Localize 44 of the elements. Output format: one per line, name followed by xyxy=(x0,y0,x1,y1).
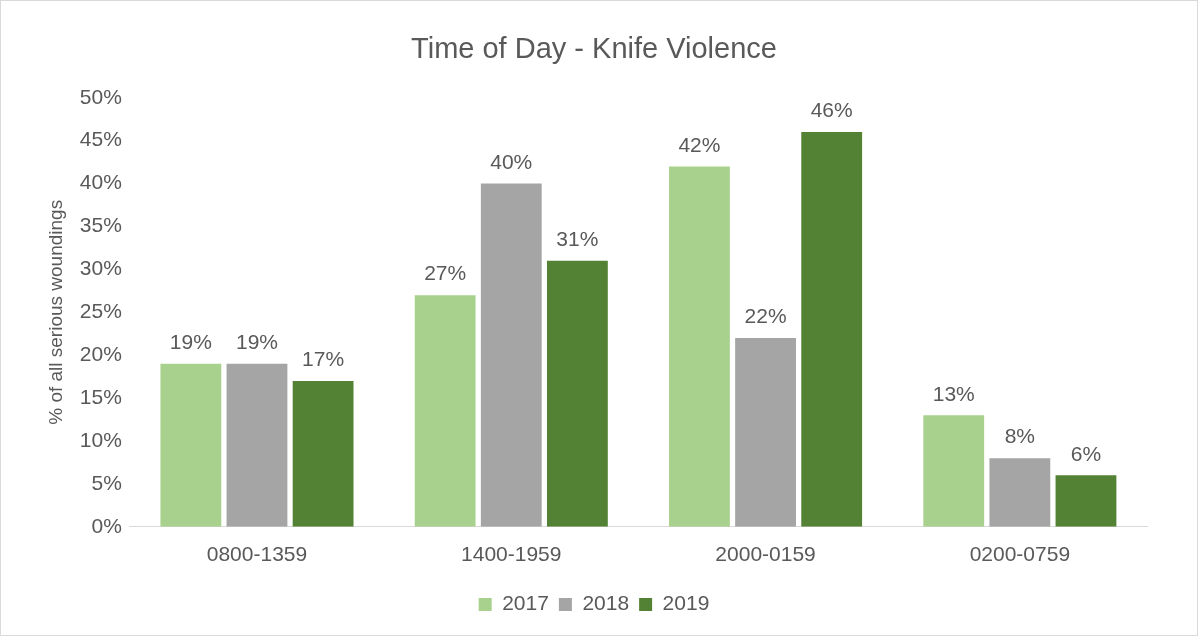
bar xyxy=(546,260,608,527)
y-tick-label: 50% xyxy=(79,84,122,108)
bar xyxy=(414,295,476,527)
data-label: 8% xyxy=(1004,424,1036,448)
legend-label: 2017 xyxy=(502,591,549,615)
data-label: 27% xyxy=(424,261,467,285)
bar xyxy=(669,166,730,527)
data-label: 40% xyxy=(490,149,533,173)
bar xyxy=(1055,475,1117,527)
legend-label: 2018 xyxy=(582,591,630,615)
bar xyxy=(292,380,354,527)
bar xyxy=(226,363,288,527)
data-label: 19% xyxy=(169,330,212,354)
bar xyxy=(480,183,542,527)
data-label: 17% xyxy=(302,347,345,371)
y-tick-label: 15% xyxy=(79,384,122,408)
bar xyxy=(160,363,222,527)
data-label: 42% xyxy=(678,132,721,156)
y-tick-label: 0% xyxy=(91,513,122,537)
legend-label: 2019 xyxy=(662,591,710,615)
data-label: 13% xyxy=(932,381,975,405)
data-label: 6% xyxy=(1070,441,1102,465)
bar xyxy=(735,338,796,527)
bar xyxy=(801,132,863,527)
data-label: 31% xyxy=(556,227,599,251)
x-tick-label: 1400-1959 xyxy=(461,542,562,566)
data-label: 22% xyxy=(744,304,787,328)
y-tick-label: 5% xyxy=(91,470,122,494)
y-tick-label: 25% xyxy=(79,299,122,323)
y-tick-label: 35% xyxy=(79,213,122,237)
y-tick-label: 10% xyxy=(79,427,122,451)
y-tick-label: 20% xyxy=(79,342,122,365)
x-tick-label: 0200-0759 xyxy=(969,542,1071,566)
y-axis-title: % of all serious woundings xyxy=(44,199,66,425)
y-tick-label: 40% xyxy=(79,170,122,194)
data-label: 46% xyxy=(810,98,853,122)
x-tick-label: 2000-0159 xyxy=(715,542,816,566)
bar xyxy=(989,458,1051,527)
y-tick-label: 30% xyxy=(79,256,122,280)
bar xyxy=(923,415,985,527)
data-label: 19% xyxy=(235,330,278,354)
chart-title: Time of Day - Knife Violence xyxy=(411,32,777,65)
x-tick-label: 0800-1359 xyxy=(206,542,308,566)
y-tick-label: 45% xyxy=(79,127,122,151)
